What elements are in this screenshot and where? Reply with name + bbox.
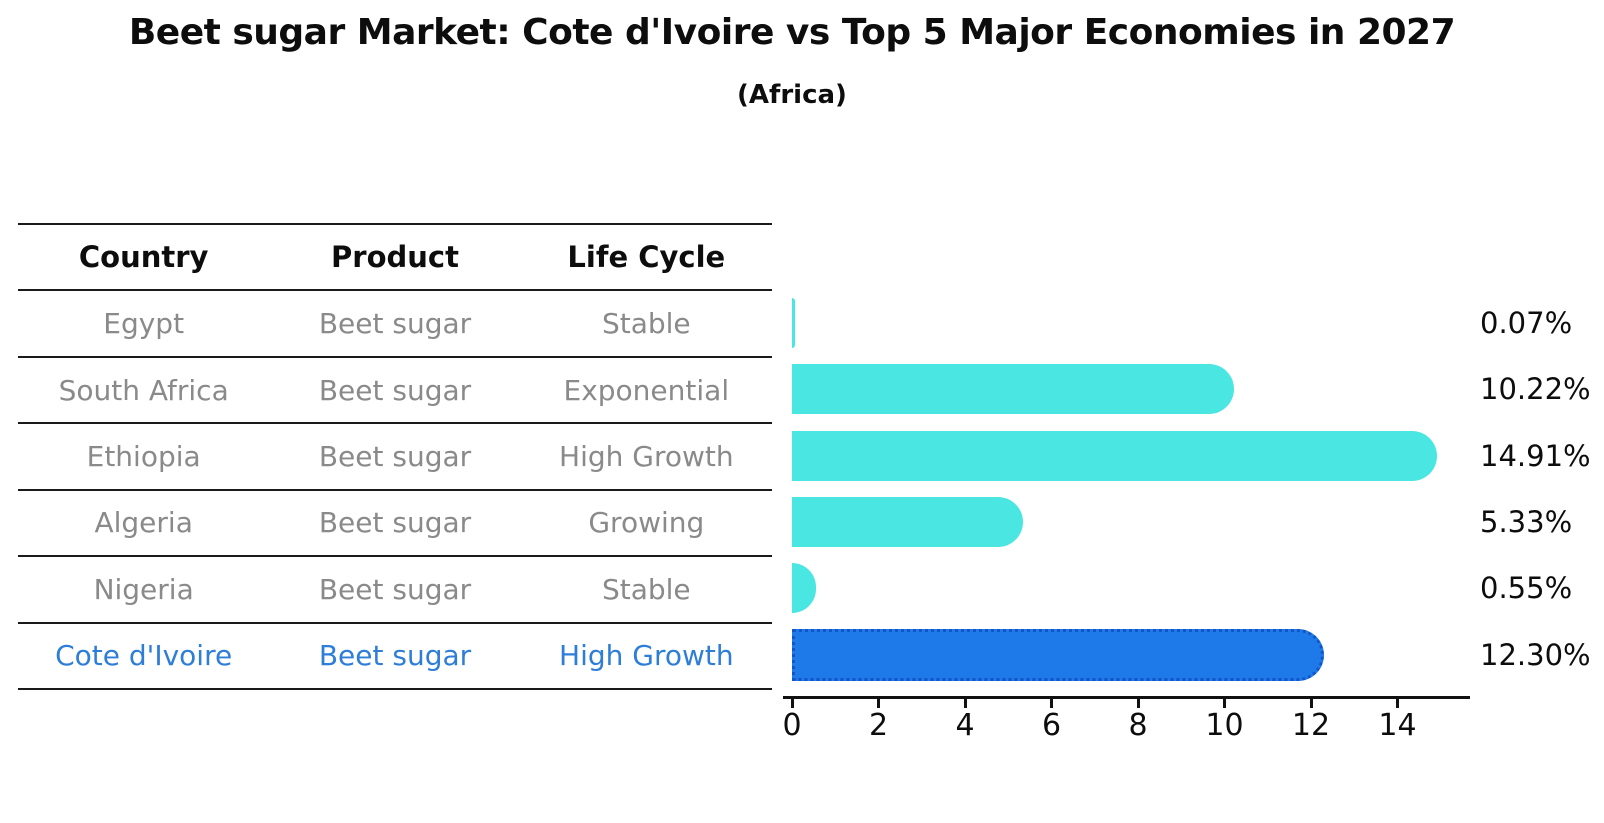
cell-life-cycle: Stable — [601, 307, 691, 341]
x-axis-tick-label: 8 — [1128, 708, 1148, 743]
x-axis-tick — [1050, 699, 1053, 708]
bar-highlighted-Cote d'Ivoire — [792, 628, 1324, 681]
cell-life-cycle: Stable — [601, 572, 691, 606]
cell-country: Cote d'Ivoire — [55, 639, 233, 673]
table-row: South Africa Beet sugar Exponential — [18, 355, 772, 422]
cell-life-cycle: Growing — [588, 506, 705, 540]
table-row: Egypt Beet sugar Stable — [18, 289, 772, 355]
table-row: Ethiopia Beet sugar High Growth — [18, 422, 772, 488]
cell-country: Ethiopia — [86, 439, 201, 473]
chart-title: Beet sugar Market: Cote d'Ivoire vs Top … — [128, 12, 1456, 53]
bar-South Africa — [792, 364, 1234, 415]
cell-life-cycle: High Growth — [559, 439, 734, 473]
cell-product: Beet sugar — [318, 307, 472, 341]
x-axis-tick — [1396, 699, 1399, 708]
cell-product: Beet sugar — [318, 506, 472, 540]
bar-Ethiopia — [792, 430, 1437, 481]
cell-product: Beet sugar — [318, 373, 472, 407]
cell-life-cycle: High Growth — [559, 639, 734, 673]
value-label: 12.30% — [1480, 637, 1591, 672]
x-axis-tick-label: 6 — [1041, 708, 1062, 743]
x-axis-tick-label: 12 — [1291, 708, 1331, 743]
cell-product: Beet sugar — [318, 572, 472, 606]
value-label: 14.91% — [1480, 438, 1591, 473]
cell-country: Nigeria — [93, 572, 194, 606]
x-axis-tick — [1136, 699, 1140, 708]
col-header-country: Country — [78, 240, 209, 275]
cell-country: Algeria — [94, 506, 193, 540]
col-header-product: Product — [331, 240, 459, 275]
country-table: Country Product Life Cycle Egypt Beet su… — [18, 223, 772, 690]
x-axis-tick — [790, 699, 794, 708]
x-axis-tick-label: 2 — [868, 708, 889, 743]
table-row: Algeria Beet sugar Growing — [18, 488, 772, 555]
value-label: 0.07% — [1480, 305, 1573, 340]
bar-Nigeria — [792, 563, 816, 614]
value-label: 10.22% — [1480, 372, 1591, 407]
bar-Algeria — [792, 496, 1023, 547]
cell-country: South Africa — [58, 373, 229, 407]
x-axis-tick — [1309, 699, 1313, 708]
cell-country: Egypt — [103, 307, 185, 341]
cell-product: Beet sugar — [318, 439, 472, 473]
x-axis-tick-label: 4 — [955, 708, 975, 743]
col-header-life-cycle: Life Cycle — [567, 240, 726, 275]
x-axis-tick-label: 0 — [782, 708, 802, 743]
x-axis-tick — [877, 699, 880, 708]
x-axis-tick-label: 10 — [1205, 708, 1244, 743]
table-header-row: Country Product Life Cycle — [18, 223, 772, 289]
cell-life-cycle: Exponential — [563, 373, 730, 407]
bar-Egypt — [792, 297, 796, 348]
value-label: 0.55% — [1480, 571, 1573, 606]
cell-product: Beet sugar — [318, 639, 472, 673]
x-axis-tick-label: 14 — [1378, 708, 1417, 743]
x-axis-tick — [963, 699, 967, 708]
x-axis-line — [783, 696, 1470, 699]
value-label: 5.33% — [1480, 504, 1573, 539]
x-axis-tick — [1223, 699, 1226, 708]
table-row: Nigeria Beet sugar Stable — [18, 555, 772, 621]
chart-subtitle: (Africa) — [737, 80, 847, 110]
table-row-highlighted: Cote d'Ivoire Beet sugar High Growth — [18, 621, 772, 688]
